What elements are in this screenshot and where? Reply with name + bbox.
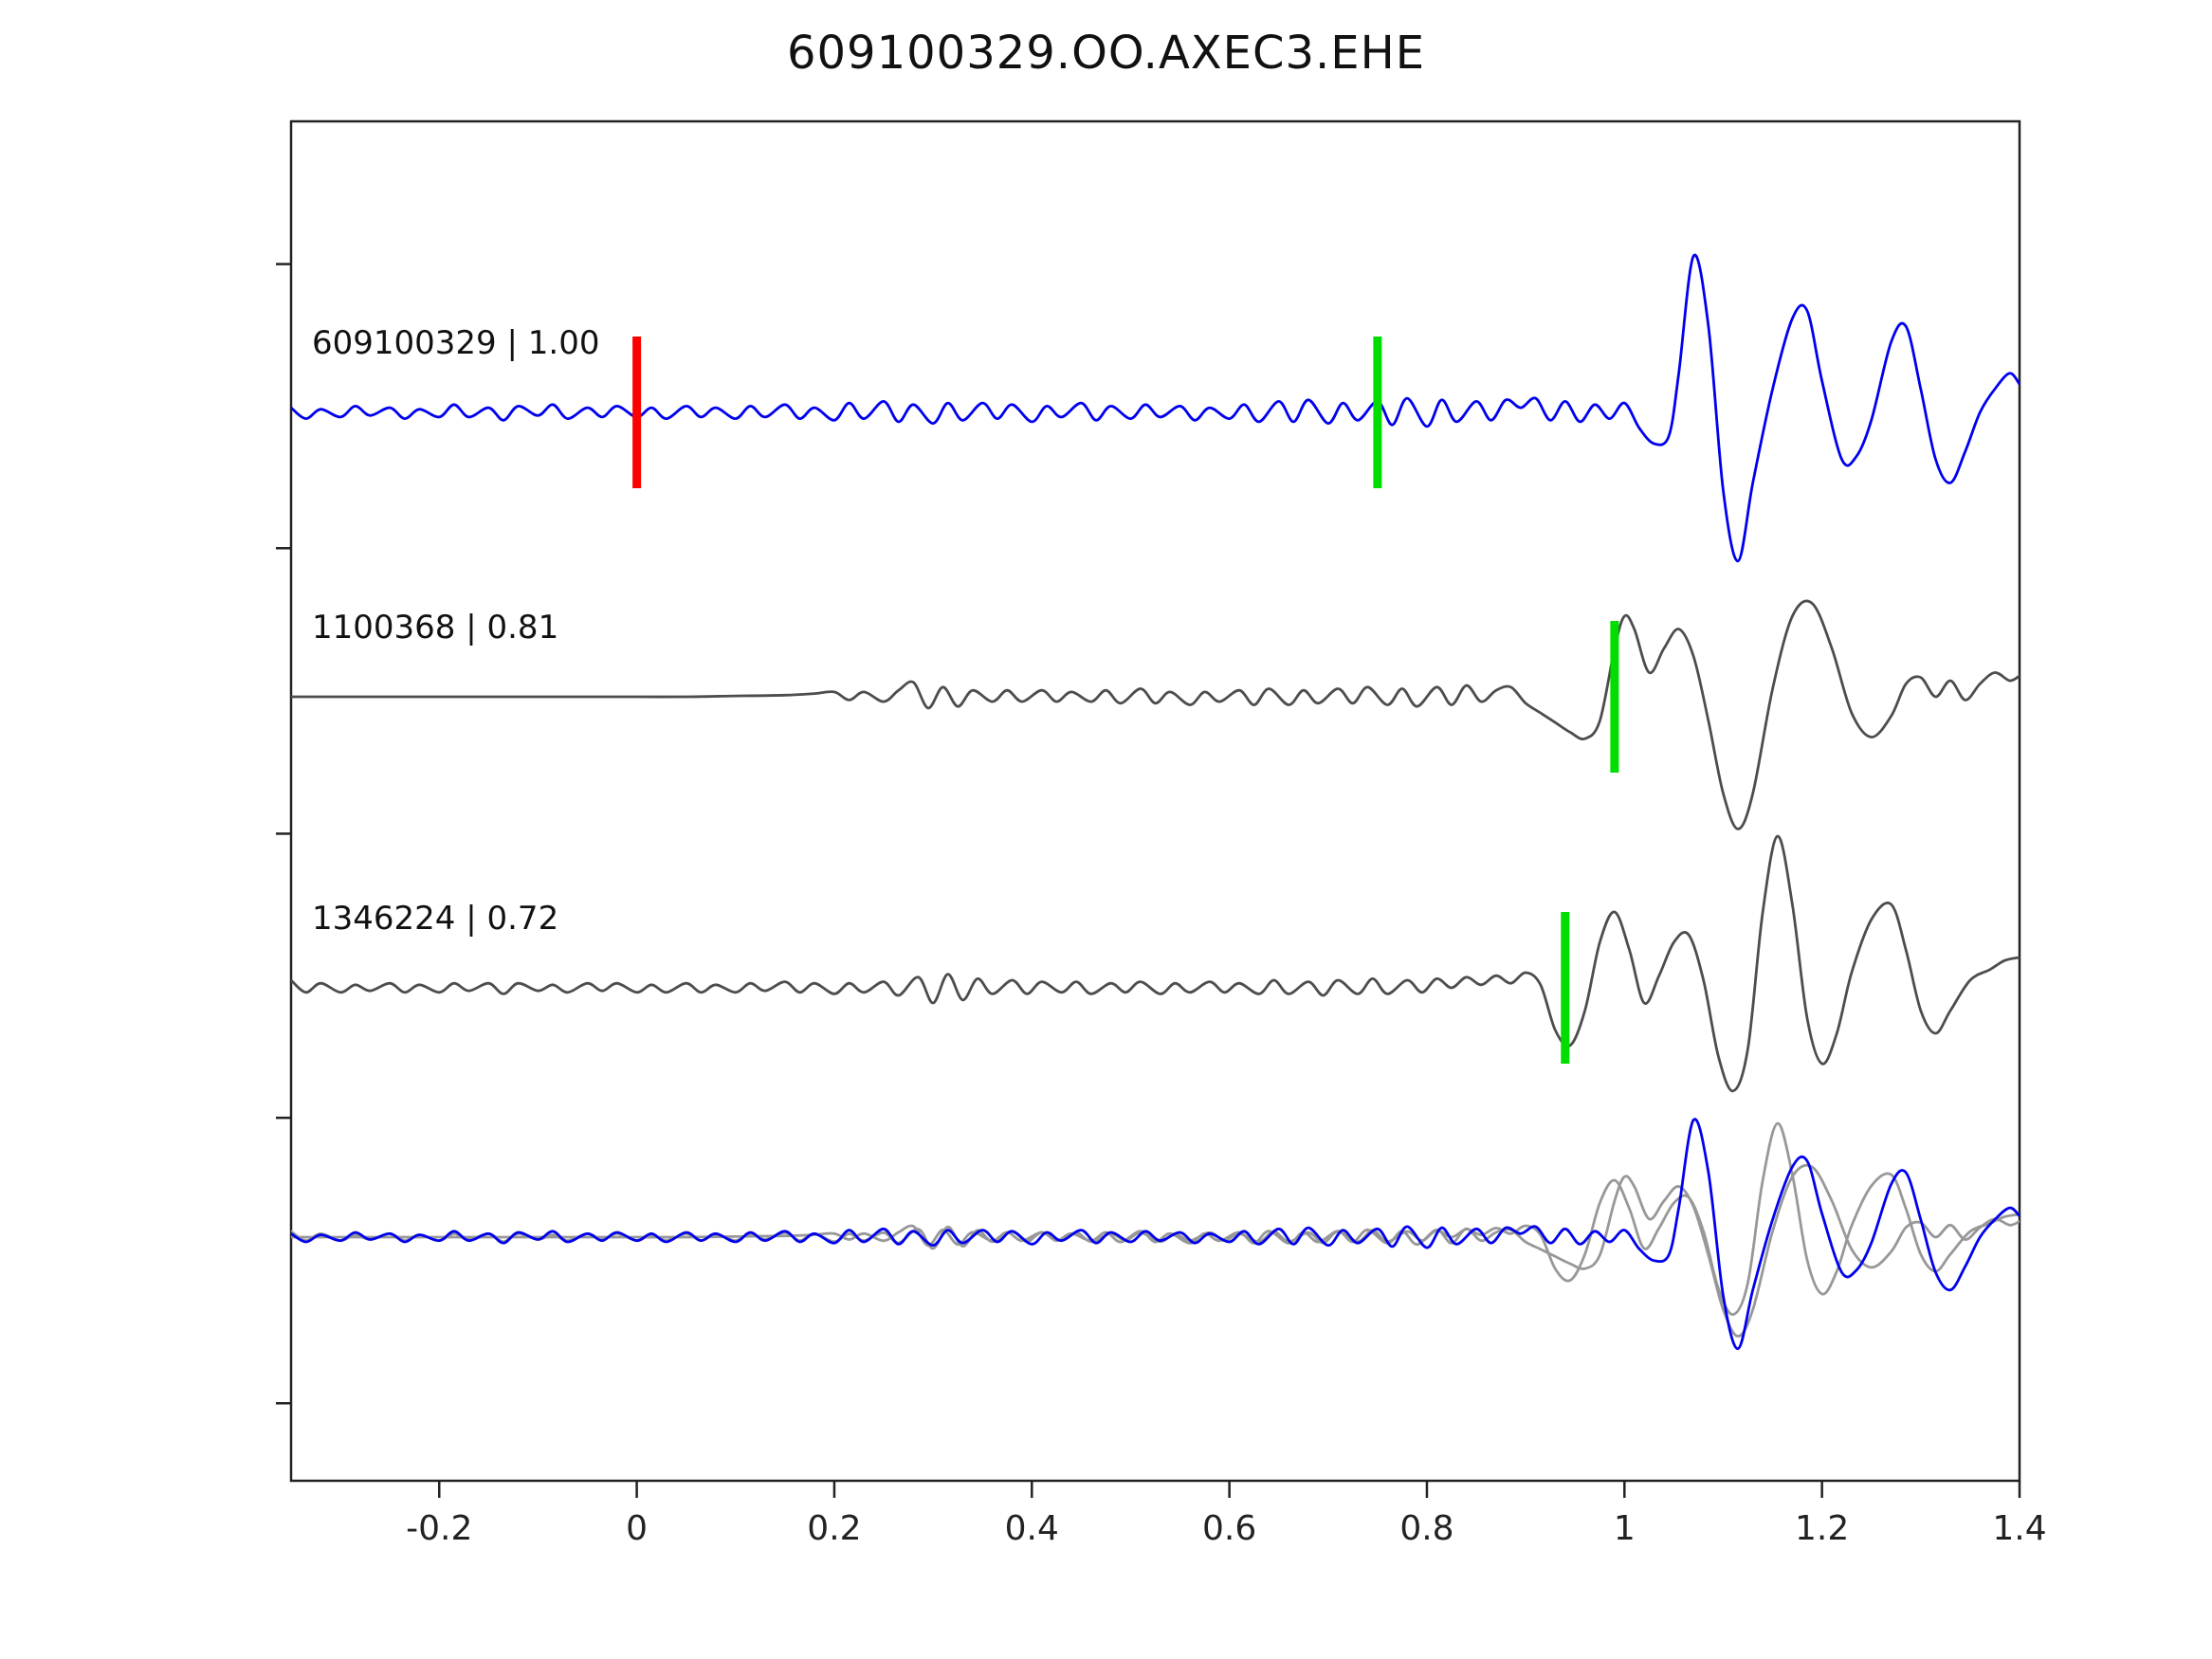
x-tick-label: 0 xyxy=(626,1509,648,1548)
trace-1100368 xyxy=(291,599,2020,830)
x-tick-label: 1.2 xyxy=(1795,1509,1849,1548)
x-tick-label: 0.4 xyxy=(1005,1509,1059,1548)
x-tick-label: 1 xyxy=(1614,1509,1636,1548)
chart-title: 609100329.OO.AXEC3.EHE xyxy=(786,27,1426,80)
x-tick-label: 0.6 xyxy=(1202,1509,1256,1548)
trace-row-609100329: 609100329 | 1.00 xyxy=(291,253,2020,563)
trace-row-1346224: 1346224 | 0.72 xyxy=(291,834,2020,1093)
trace-1100368 xyxy=(291,1163,2020,1338)
overlay-row xyxy=(291,1118,2020,1350)
y-axis xyxy=(276,263,291,1405)
x-tick-label: 0.8 xyxy=(1399,1509,1453,1548)
trace-row-1100368: 1100368 | 0.81 xyxy=(291,599,2020,830)
trace-label-609100329: 609100329 | 1.00 xyxy=(312,324,599,362)
trace-1346224 xyxy=(291,834,2020,1093)
x-tick-label: 1.4 xyxy=(1992,1509,2046,1548)
trace-label-1100368: 1100368 | 0.81 xyxy=(312,609,558,647)
trace-label-1346224: 1346224 | 0.72 xyxy=(312,900,558,938)
x-tick-label: -0.2 xyxy=(406,1509,472,1548)
x-tick-label: 0.2 xyxy=(807,1509,861,1548)
trace-609100329 xyxy=(291,253,2020,563)
trace-609100329 xyxy=(291,1118,2020,1350)
x-axis: -0.2 0 0.2 0.4 0.6 0.8 1 1.2 1.4 xyxy=(406,1481,2047,1548)
axes-box xyxy=(289,119,2021,1483)
